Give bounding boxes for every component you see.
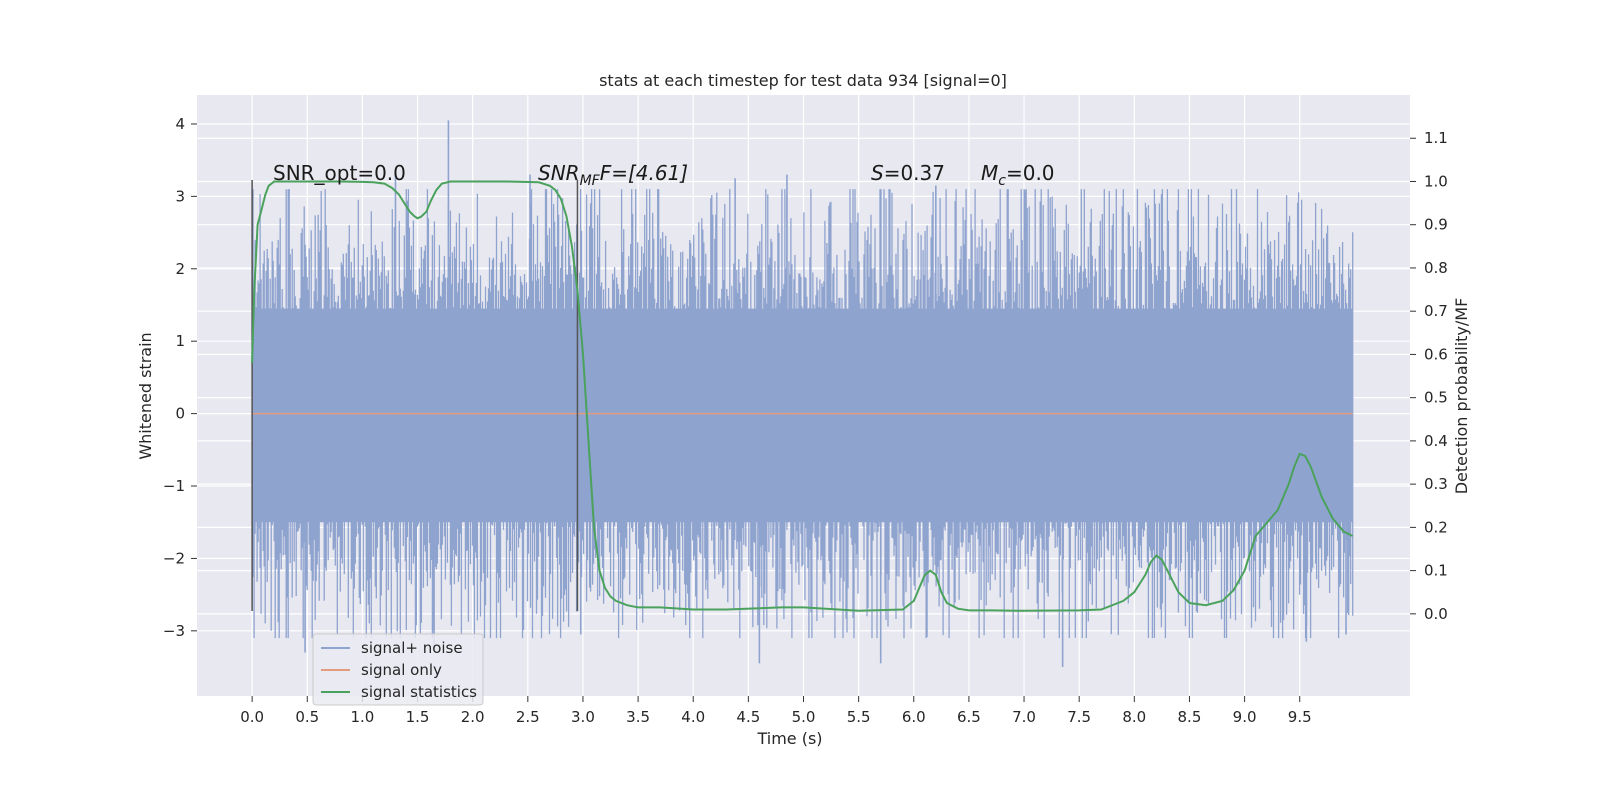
annotation-snr-opt: SNR_opt=0.0 bbox=[273, 161, 406, 185]
x-tick-label: 5.0 bbox=[792, 708, 816, 726]
x-tick-label: 8.5 bbox=[1178, 708, 1202, 726]
noise-series bbox=[251, 120, 1354, 668]
y-tick-label: −3 bbox=[163, 622, 185, 640]
x-tick-label: 6.5 bbox=[957, 708, 981, 726]
x-tick-label: 4.0 bbox=[681, 708, 705, 726]
y-right-tick-label: 0.5 bbox=[1424, 389, 1448, 407]
y-right-tick-label: 1.1 bbox=[1424, 129, 1448, 147]
x-tick-label: 2.5 bbox=[516, 708, 540, 726]
y-tick-label: −2 bbox=[163, 549, 185, 567]
y-right-tick-label: 0.9 bbox=[1424, 216, 1448, 234]
annotation-snr-mf-sub: MF bbox=[580, 173, 601, 189]
x-tick-label: 8.0 bbox=[1122, 708, 1146, 726]
x-tick-label: 9.5 bbox=[1288, 708, 1312, 726]
x-tick-label: 3.5 bbox=[626, 708, 650, 726]
annotation-mc-var: M bbox=[981, 161, 998, 185]
y-tick-label: −1 bbox=[163, 477, 185, 495]
x-tick-label: 1.5 bbox=[406, 708, 430, 726]
annotation-snr-mf: SNRMFF=[4.61] bbox=[538, 161, 688, 189]
y-right-tick-label: 0.2 bbox=[1424, 518, 1448, 536]
x-tick-label: 0.0 bbox=[240, 708, 264, 726]
annotation-snr-mf-value: F=[4.61] bbox=[600, 161, 688, 185]
y-right-axis-label: Detection probability/MF bbox=[1452, 298, 1471, 495]
y-tick-label: 3 bbox=[175, 187, 185, 205]
y-tick-label: 0 bbox=[175, 405, 185, 423]
x-tick-label: 2.0 bbox=[461, 708, 485, 726]
x-tick-label: 7.0 bbox=[1012, 708, 1036, 726]
y-axis-ticks: 4 3 2 1 0 −1 −2 −3 bbox=[163, 115, 197, 640]
legend: signal+ noise signal only signal statist… bbox=[312, 633, 484, 706]
x-tick-label: 4.5 bbox=[736, 708, 760, 726]
y-right-tick-label: 0.4 bbox=[1424, 432, 1448, 450]
x-axis-label: Time (s) bbox=[756, 729, 822, 748]
x-tick-label: 1.0 bbox=[350, 708, 374, 726]
annotation-mc-sub: c bbox=[998, 173, 1006, 189]
y-right-tick-label: 0.0 bbox=[1424, 605, 1448, 623]
y-axis-label: Whitened strain bbox=[136, 332, 155, 459]
annotation-mc: Mc=0.0 bbox=[981, 161, 1055, 189]
x-tick-label: 9.0 bbox=[1233, 708, 1257, 726]
legend-label-signal-only: signal only bbox=[361, 661, 442, 679]
y-tick-label: 2 bbox=[175, 260, 185, 278]
annotation-mc-value: =0.0 bbox=[1006, 161, 1055, 185]
x-tick-label: 7.5 bbox=[1067, 708, 1091, 726]
annotation-s-var: S bbox=[871, 161, 884, 185]
x-tick-label: 0.5 bbox=[295, 708, 319, 726]
signal-statistics-line bbox=[251, 180, 1354, 612]
y-right-axis-ticks: 1.1 1.0 0.9 0.8 0.7 0.6 0.5 0.4 0.3 0.2 0.1 0.0 bbox=[1410, 129, 1448, 623]
y-right-tick-label: 0.3 bbox=[1424, 475, 1448, 493]
annotation-s: S=0.37 bbox=[871, 161, 945, 185]
x-tick-label: 5.5 bbox=[847, 708, 871, 726]
x-tick-label: 6.0 bbox=[902, 708, 926, 726]
chart-title: stats at each timestep for test data 934… bbox=[599, 71, 1007, 90]
y-right-tick-label: 0.8 bbox=[1424, 259, 1448, 277]
y-right-tick-label: 0.7 bbox=[1424, 302, 1448, 320]
y-right-tick-label: 0.1 bbox=[1424, 562, 1448, 580]
vertical-markers bbox=[251, 180, 579, 611]
y-tick-label: 4 bbox=[175, 115, 185, 133]
legend-label-statistics: signal statistics bbox=[361, 683, 477, 701]
x-axis-ticks: 0.0 0.5 1.0 1.5 2.0 2.5 3.0 3.5 4.0 4.5 5.0 5.5 6.0 6… bbox=[240, 696, 1312, 726]
x-tick-label: 3.0 bbox=[571, 708, 595, 726]
annotation-snr-mf-main: SNR bbox=[538, 161, 580, 185]
y-tick-label: 1 bbox=[175, 332, 185, 350]
y-right-tick-label: 1.0 bbox=[1424, 172, 1448, 190]
legend-box bbox=[312, 633, 484, 706]
annotation-s-value: =0.37 bbox=[884, 161, 945, 185]
y-right-tick-label: 0.6 bbox=[1424, 345, 1448, 363]
legend-label-noise: signal+ noise bbox=[361, 639, 463, 657]
